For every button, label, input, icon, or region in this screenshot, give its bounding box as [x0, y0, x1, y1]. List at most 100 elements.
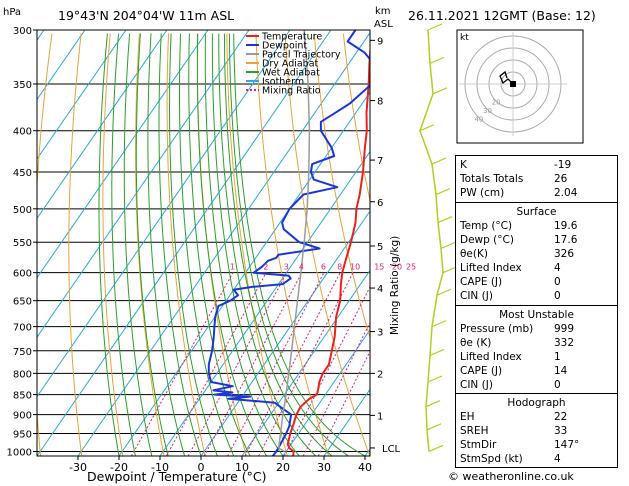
isotherm-line [241, 269, 370, 456]
hodograph-ring-label: 30 [483, 107, 492, 115]
wind-barb [428, 444, 444, 453]
parcel-trajectory-line [277, 30, 311, 453]
pressure-tick-label: 700 [13, 323, 32, 334]
wet-adiabat-line [204, 33, 284, 456]
pressure-tick-label: 750 [13, 347, 32, 358]
wet-adiabat-line [188, 33, 251, 456]
temperature-tick-label: 30 [317, 461, 331, 474]
indices-box: K -19 Totals Totals 26 PW (cm) 2.04 [455, 155, 618, 203]
mixing-ratio-label: 2 [263, 263, 268, 272]
wet-adiabat-line [233, 33, 366, 456]
dry-adiabat-line [37, 33, 53, 456]
pressure-tick-label: 400 [13, 127, 32, 138]
mu-row: CIN (J) 0 [460, 379, 561, 391]
km-tick-label: 8 [377, 97, 383, 108]
pressure-tick-label: 1000 [7, 447, 32, 458]
wind-profile-line [419, 29, 444, 452]
wind-barb [429, 56, 445, 64]
mu-row: Lifted Index 1 [460, 351, 561, 363]
hodograph-ring-label: 40 [474, 116, 483, 124]
wet-adiabat-line [196, 33, 268, 456]
location-title: 19°43'N 204°04'W 11m ASL [58, 8, 234, 23]
mixing-ratio-line [203, 272, 303, 456]
mixing-ratio-line [166, 272, 267, 456]
wind-barb [432, 87, 448, 95]
mixing-ratio-label: 25 [406, 263, 416, 272]
hodograph-kt-label: kt [460, 33, 469, 43]
km-tick-label: 7 [377, 156, 383, 167]
wind-barb [426, 423, 442, 431]
dry-adiabat-line [255, 33, 330, 456]
wind-barb [435, 187, 451, 196]
hodo-row: StmSpd (kt) 4 [460, 453, 561, 465]
dry-adiabat-line [68, 33, 83, 456]
surface-title: Surface [516, 206, 557, 218]
wind-barb [427, 23, 443, 31]
mixing-ratio-label: 8 [337, 263, 342, 272]
pressure-tick-label: 350 [13, 80, 32, 91]
isotherm-line [37, 30, 250, 339]
mixing-ratio-line [244, 272, 341, 456]
pressure-tick-label: 600 [13, 269, 32, 280]
plot-frame [36, 29, 371, 457]
surface-row: Lifted Index 4 [460, 262, 561, 274]
dry-adiabat-line [342, 33, 370, 203]
wind-barb [440, 241, 456, 250]
isotherm-line [37, 30, 332, 456]
hodo-row: SREH 33 [460, 425, 568, 437]
temperature-tick-label: 40 [358, 461, 372, 474]
temperature-line [286, 41, 370, 456]
km-tick-label: 1 [377, 411, 383, 422]
temperature-tick-label: -20 [110, 461, 128, 474]
surface-box: Surface Temp (°C) 19.6 Dewp (°C) 17.6 θe(K… [455, 202, 618, 306]
wet-adiabat-line [98, 33, 120, 456]
wet-adiabat-line [179, 33, 235, 456]
mu-row: CAPE (J) 14 [460, 365, 568, 377]
hodograph-ring-label: 20 [492, 98, 501, 106]
surface-row: CAPE (J) 0 [460, 276, 561, 288]
km-tick-label: 6 [377, 198, 383, 209]
hodograph-trace [499, 70, 514, 85]
surface-row: CIN (J) 0 [460, 290, 561, 302]
km-label: km [375, 6, 391, 17]
mixing-ratio-line [187, 272, 288, 456]
wind-barb [442, 266, 458, 274]
km-tick-label: 4 [377, 284, 383, 295]
wind-barb [429, 348, 445, 356]
wind-barb [425, 400, 441, 408]
mixing-ratio-label: 10 [350, 263, 360, 272]
surface-row: Dewp (°C) 17.6 [460, 234, 578, 246]
temperature-tick-label: 20 [276, 461, 290, 474]
isotherm-line [37, 30, 168, 220]
km-tick-label: LCL [382, 444, 401, 455]
index-row-k: K -19 [460, 159, 572, 171]
wind-barb [431, 157, 447, 165]
mu-row: Pressure (mb) 999 [460, 323, 575, 335]
km-tick-label: 5 [377, 242, 383, 253]
hodograph-title: Hodograph [507, 397, 566, 409]
dry-adiabat-line [284, 33, 370, 456]
dry-adiabat-line [102, 33, 124, 456]
credit-text: © weatheronline.co.uk [448, 470, 574, 483]
most-unstable-box: Most Unstable Pressure (mb) 999 θe (K) 332… [455, 305, 618, 394]
mixing-ratio-label: 3 [284, 263, 289, 272]
isotherm-line [282, 329, 370, 456]
surface-row: θe(K) 326 [460, 248, 575, 260]
wet-adiabat-line [223, 33, 333, 456]
legend-label: Isotherm [262, 77, 304, 88]
hodo-row: StmDir 147° [460, 439, 580, 451]
legend-label: Temperature [261, 32, 322, 43]
km-tick-label: 3 [377, 328, 383, 339]
asl-label: ASL [374, 19, 393, 30]
wet-adiabat-line [211, 33, 300, 456]
temperature-tick-label: -10 [151, 461, 169, 474]
wet-adiabat-line [228, 33, 349, 456]
temperature-tick-label: 10 [235, 461, 249, 474]
legend-label: Parcel Trajectory [262, 50, 341, 61]
km-tick-label: 2 [377, 369, 383, 380]
wet-adiabat-line [111, 33, 136, 456]
pressure-tick-label: 950 [13, 430, 32, 441]
mixing-ratio-label: 20 [392, 263, 402, 272]
hodograph-box: Hodograph EH 22 SREH 33 StmDir 147° StmSpd … [455, 393, 618, 468]
dry-adiabat-line [197, 33, 247, 456]
